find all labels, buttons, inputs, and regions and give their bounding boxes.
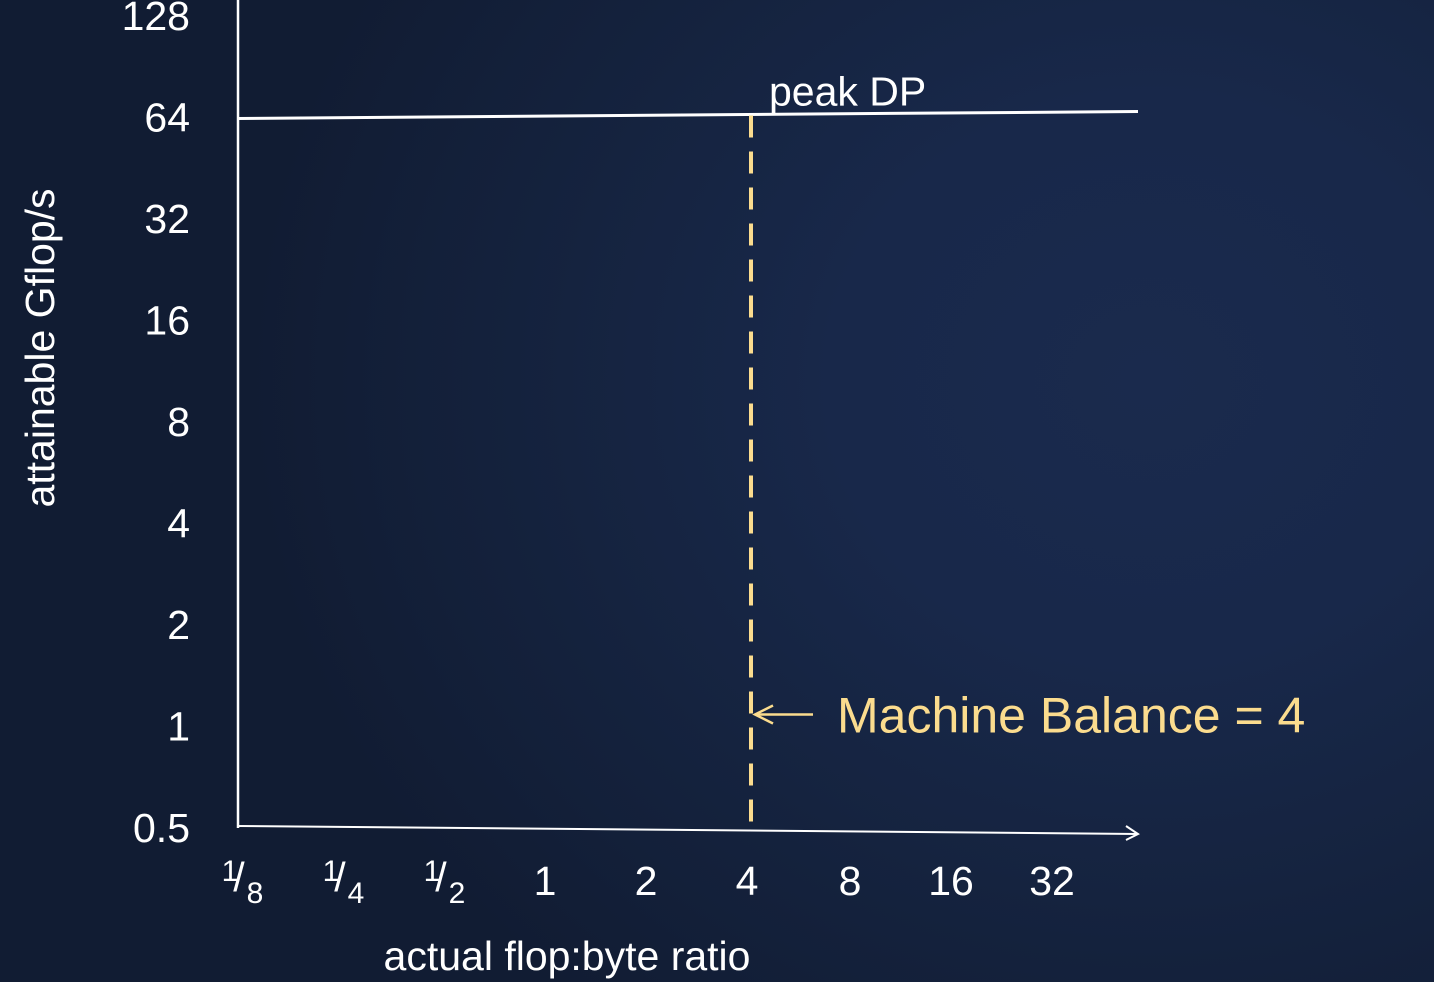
y-tick-label: 0.5: [133, 805, 190, 851]
y-tick-label: 64: [144, 95, 190, 141]
x-tick-label: 4: [736, 858, 759, 904]
x-tick-fraction-slash-icon: /: [435, 854, 447, 900]
x-tick-label: 32: [1029, 858, 1075, 904]
annotations: Machine Balance = 4: [749, 115, 1305, 832]
series-line-peak-dp: [237, 110, 1139, 120]
x-tick-fraction-slash-icon: /: [233, 854, 245, 900]
y-tick-label: 4: [167, 501, 190, 547]
axes: [236, 0, 1140, 841]
y-tick-labels: 0.5 1 2 4 8 16 32 64 128: [122, 0, 190, 851]
x-tick-numerator: 1: [323, 855, 340, 888]
x-tick-label: 1/2: [424, 854, 466, 910]
x-tick-label: 1/8: [222, 854, 264, 910]
y-tick-label: 8: [167, 399, 190, 445]
x-axis-line: [237, 825, 1139, 835]
x-tick-label: 16: [928, 858, 974, 904]
machine-balance-label: Machine Balance = 4: [837, 688, 1305, 744]
x-tick-fraction-slash-icon: /: [334, 854, 346, 900]
x-tick-labels: 1/81/41/2 1 2 4 8 16 32: [222, 854, 1075, 910]
y-tick-label: 1: [167, 704, 190, 750]
x-tick-numerator: 1: [222, 855, 239, 888]
x-tick-denominator: 2: [449, 877, 466, 910]
y-tick-label: 32: [144, 196, 190, 242]
x-tick-label: 1/4: [323, 854, 365, 910]
x-tick-label: 8: [839, 858, 862, 904]
y-axis-title: attainable Gflop/s: [17, 188, 63, 507]
x-tick-denominator: 4: [348, 877, 365, 910]
x-axis-arrowhead-icon: [1125, 825, 1140, 841]
series-label: peak DP: [769, 69, 926, 115]
x-tick-numerator: 1: [424, 855, 441, 888]
y-tick-label: 16: [144, 298, 190, 344]
y-tick-label: 2: [167, 602, 190, 648]
series-lines: peak DP: [237, 69, 1139, 120]
x-tick-label: 2: [635, 858, 658, 904]
left-arrow-icon: [752, 704, 774, 725]
y-tick-label: 128: [122, 0, 190, 39]
x-axis-title: actual flop:byte ratio: [384, 933, 751, 979]
x-tick-denominator: 8: [247, 877, 264, 910]
x-tick-label: 1: [534, 858, 557, 904]
